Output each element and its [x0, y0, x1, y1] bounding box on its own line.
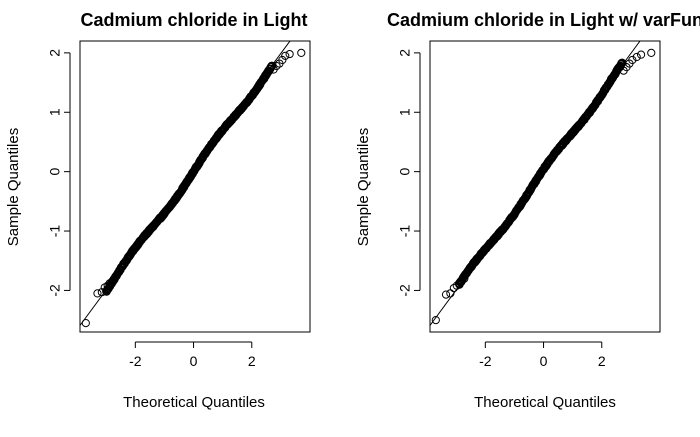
panel-left-y-tick-label: -2 — [47, 284, 63, 297]
panel-left-x-tick-label: -2 — [129, 353, 142, 369]
panel-left-x-tick-label: 0 — [190, 353, 198, 369]
panel-right-x-tick-label: -2 — [479, 353, 492, 369]
panel-left-plot-frame — [79, 40, 311, 333]
panel-right-y-tick-label: 1 — [397, 108, 413, 116]
panel-right-x-axis-label: Theoretical Quantiles — [474, 394, 616, 411]
panel-right-tail-point — [452, 281, 461, 290]
panel-left-axes: -2 0 2 -2 -1 0 1 2 — [47, 49, 256, 369]
panel-left-y-tick-label: 1 — [47, 108, 63, 116]
panel-right-y-tick-label: 0 — [397, 168, 413, 176]
panel-left-y-tick-label: 0 — [47, 168, 63, 176]
panel-right-tail-point — [636, 50, 646, 59]
panel-right-x-tick-label: 0 — [540, 353, 548, 369]
panel-left-tail-point — [107, 277, 117, 286]
panel-right: Cadmium chloride in Light w/ varFun Theo… — [355, 10, 700, 411]
panel-left-data-layer — [80, 41, 306, 328]
panel-right-x-tick-label: 2 — [598, 353, 606, 369]
panel-left-data-point — [268, 61, 277, 70]
panel-left-tail-point — [81, 318, 90, 328]
panel-left-tail-point — [110, 275, 119, 284]
panel-right-tail-point — [431, 316, 440, 325]
panel-left: Cadmium chloride in Light Theoretical Qu… — [5, 10, 311, 411]
panel-right-y-tick-label: 2 — [397, 49, 413, 57]
panel-right-reference-line — [430, 41, 641, 327]
panel-right-plot-frame — [429, 40, 661, 333]
panel-left-reference-line — [80, 41, 291, 327]
panel-right-title: Cadmium chloride in Light w/ varFun — [387, 10, 700, 30]
panel-left-tail-point — [272, 61, 281, 71]
panel-right-tail-point — [441, 290, 451, 299]
panel-left-tail-point — [297, 48, 306, 57]
panel-right-tail-point — [647, 48, 656, 57]
panel-right-tail-point — [632, 52, 641, 62]
panel-left-tail-point — [285, 49, 294, 59]
panel-left-y-axis-label: Sample Quantiles — [5, 128, 22, 246]
panel-right-y-tick-label: -1 — [397, 225, 413, 238]
panel-left-y-tick-label: -1 — [47, 225, 63, 238]
panel-left-tail-point — [281, 51, 290, 60]
panel-left-y-tick-label: 2 — [47, 49, 63, 57]
panel-left-x-axis-label: Theoretical Quantiles — [123, 394, 265, 411]
panel-right-data-layer — [430, 41, 656, 327]
panel-right-tail-point — [460, 274, 469, 283]
panel-right-y-axis-label: Sample Quantiles — [355, 128, 372, 246]
panel-right-tail-point — [449, 283, 458, 293]
panel-right-tail-point — [446, 289, 455, 298]
panel-right-axes: -2 0 2 -2 -1 0 1 2 — [397, 49, 606, 369]
panel-left-title: Cadmium chloride in Light — [80, 10, 307, 30]
panel-right-y-tick-label: -2 — [397, 284, 413, 297]
panel-left-tail-point — [93, 289, 102, 298]
panel-left-tail-point — [103, 281, 112, 290]
panel-right-tail-point — [455, 279, 464, 288]
panel-left-tail-point — [97, 288, 106, 297]
panel-right-tail-point — [628, 55, 637, 65]
panel-left-tail-point — [278, 55, 287, 65]
panel-right-tail-point — [457, 276, 466, 286]
panel-left-x-tick-label: 2 — [248, 353, 256, 369]
